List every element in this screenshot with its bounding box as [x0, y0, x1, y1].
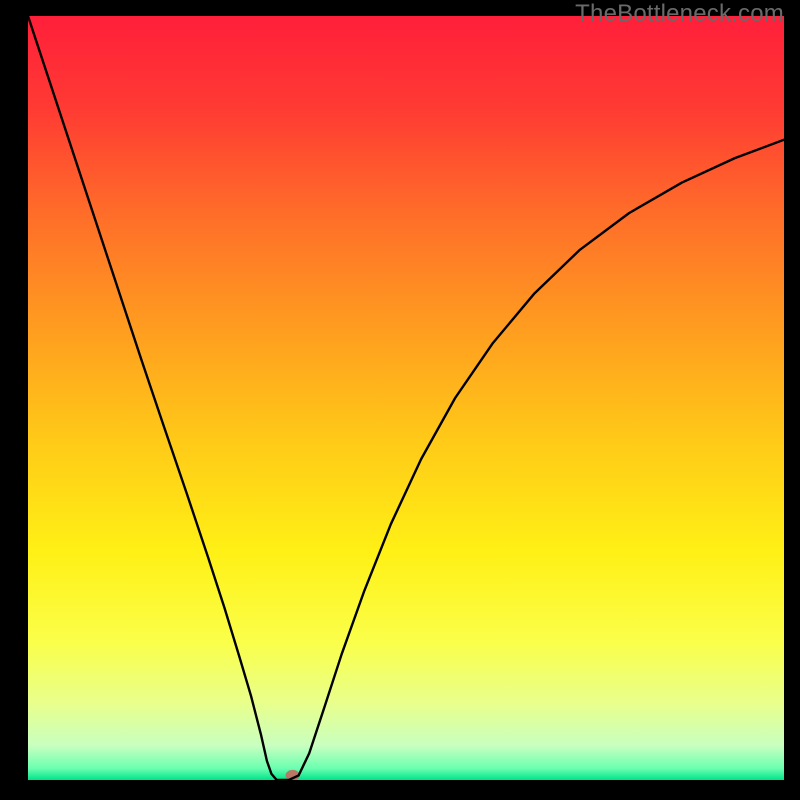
chart-container: TheBottleneck.com	[0, 0, 800, 800]
gradient-background	[28, 16, 784, 780]
watermark-text: TheBottleneck.com	[575, 0, 784, 28]
plot-area	[28, 16, 784, 780]
